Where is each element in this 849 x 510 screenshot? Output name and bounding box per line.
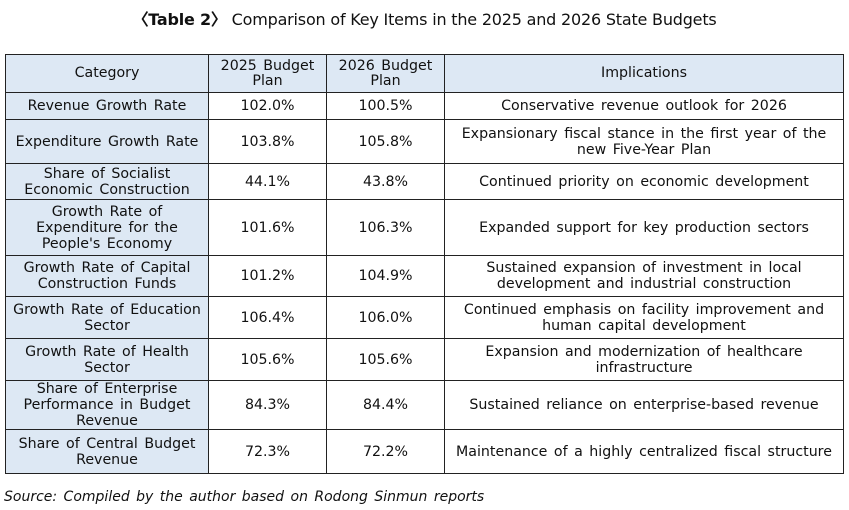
row-2026-value: 43.8% <box>326 163 445 200</box>
row-2025-value: 72.3% <box>208 429 327 474</box>
row-category: Growth Rate of Expenditure for the Peopl… <box>5 199 209 256</box>
table-title: 〈Table 2〉 Comparison of Key Items in the… <box>0 6 849 30</box>
row-implications: Expansionary fiscal stance in the first … <box>444 119 844 164</box>
row-2025-value: 44.1% <box>208 163 327 200</box>
table-row: Share of Central Budget Revenue 72.3% 72.2… <box>5 429 844 474</box>
row-2026-value: 84.4% <box>326 380 445 430</box>
header-2026-plan: 2026 Budget Plan <box>326 54 445 93</box>
row-implications: Conservative revenue outlook for 2026 <box>444 92 844 120</box>
row-2025-value: 84.3% <box>208 380 327 430</box>
row-2026-value: 72.2% <box>326 429 445 474</box>
row-2025-value: 106.4% <box>208 296 327 339</box>
table-number: 〈Table 2〉 <box>132 10 227 29</box>
row-2026-value: 106.3% <box>326 199 445 256</box>
table-row: Share of Socialist Economic Construction… <box>5 163 844 200</box>
row-category: Revenue Growth Rate <box>5 92 209 120</box>
row-category: Growth Rate of Health Sector <box>5 338 209 381</box>
table-title-text: Comparison of Key Items in the 2025 and … <box>231 10 717 29</box>
header-2025-plan: 2025 Budget Plan <box>208 54 327 93</box>
table-row: Expenditure Growth Rate 103.8% 105.8% Expan… <box>5 119 844 164</box>
row-2026-value: 106.0% <box>326 296 445 339</box>
row-category: Share of Central Budget Revenue <box>5 429 209 474</box>
budget-comparison-table: Category 2025 Budget Plan 2026 Budget Pl… <box>5 54 844 474</box>
table-row: Growth Rate of Health Sector 105.6% 105.6%… <box>5 338 844 381</box>
header-category: Category <box>5 54 209 93</box>
table-row: Share of Enterprise Performance in Budge… <box>5 380 844 430</box>
row-2025-value: 102.0% <box>208 92 327 120</box>
header-row: Category 2025 Budget Plan 2026 Budget Pl… <box>5 54 844 93</box>
row-category: Share of Enterprise Performance in Budge… <box>5 380 209 430</box>
source-note: Source: Compiled by the author based on … <box>4 489 485 505</box>
row-category: Expenditure Growth Rate <box>5 119 209 164</box>
table-row: Growth Rate of Education Sector 106.4% 106… <box>5 296 844 339</box>
row-2026-value: 104.9% <box>326 255 445 297</box>
row-implications: Sustained reliance on enterprise-based r… <box>444 380 844 430</box>
row-2025-value: 105.6% <box>208 338 327 381</box>
row-2025-value: 101.2% <box>208 255 327 297</box>
table-row: Growth Rate of Expenditure for the Peopl… <box>5 199 844 256</box>
row-implications: Continued emphasis on facility improveme… <box>444 296 844 339</box>
row-2026-value: 105.6% <box>326 338 445 381</box>
row-category: Growth Rate of Capital Construction Fund… <box>5 255 209 297</box>
row-implications: Maintenance of a highly centralized fisc… <box>444 429 844 474</box>
row-category: Share of Socialist Economic Construction <box>5 163 209 200</box>
row-2025-value: 101.6% <box>208 199 327 256</box>
table-row: Revenue Growth Rate 102.0% 100.5% Conservat… <box>5 92 844 120</box>
header-implications: Implications <box>444 54 844 93</box>
table-row: Growth Rate of Capital Construction Fund… <box>5 255 844 297</box>
row-implications: Expanded support for key production sect… <box>444 199 844 256</box>
row-2025-value: 103.8% <box>208 119 327 164</box>
row-category: Growth Rate of Education Sector <box>5 296 209 339</box>
row-implications: Expansion and modernization of healthcar… <box>444 338 844 381</box>
row-2026-value: 100.5% <box>326 92 445 120</box>
row-2026-value: 105.8% <box>326 119 445 164</box>
row-implications: Continued priority on economic developme… <box>444 163 844 200</box>
row-implications: Sustained expansion of investment in loc… <box>444 255 844 297</box>
